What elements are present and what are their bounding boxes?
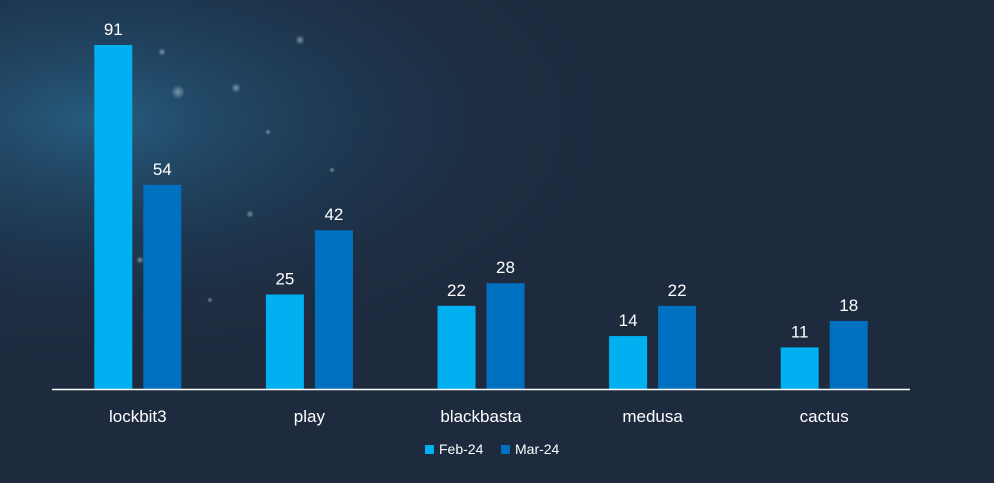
bar-lockbit3-Feb-24 bbox=[94, 45, 133, 389]
bar-cactus-Feb-24 bbox=[780, 347, 819, 389]
bar-lockbit3-Mar-24 bbox=[143, 184, 182, 389]
bar-medusa-Mar-24 bbox=[658, 305, 697, 389]
data-label: 22 bbox=[668, 281, 687, 300]
bar-cactus-Mar-24 bbox=[829, 320, 868, 389]
data-label: 42 bbox=[324, 205, 343, 224]
x-tick-label: medusa bbox=[622, 407, 683, 426]
legend-label: Mar-24 bbox=[515, 441, 560, 457]
bokeh-dot bbox=[136, 256, 144, 264]
x-tick-label: cactus bbox=[800, 407, 849, 426]
legend-swatch-Feb-24 bbox=[425, 445, 434, 454]
bokeh-dot bbox=[158, 48, 166, 56]
legend-label: Feb-24 bbox=[439, 441, 484, 457]
bar-play-Mar-24 bbox=[314, 230, 353, 389]
bar-blackbasta-Feb-24 bbox=[437, 305, 476, 389]
x-tick-label: lockbit3 bbox=[109, 407, 167, 426]
legend: Feb-24 Mar-24 bbox=[425, 441, 560, 457]
bar-play-Feb-24 bbox=[265, 294, 304, 389]
bar-medusa-Feb-24 bbox=[609, 336, 648, 389]
bokeh-dot bbox=[265, 129, 271, 135]
data-label: 54 bbox=[153, 160, 172, 179]
data-label: 22 bbox=[447, 281, 466, 300]
bar-blackbasta-Mar-24 bbox=[486, 283, 525, 389]
bokeh-dot bbox=[329, 167, 335, 173]
bokeh-dot bbox=[171, 85, 185, 99]
x-tick-label: play bbox=[294, 407, 326, 426]
bars bbox=[94, 45, 868, 389]
data-label: 14 bbox=[619, 311, 638, 330]
bokeh-dot bbox=[231, 83, 241, 93]
data-label: 25 bbox=[275, 269, 294, 288]
data-label: 91 bbox=[104, 20, 123, 39]
data-labels: 91 54 25 42 22 28 14 22 11 18 bbox=[104, 20, 858, 341]
data-label: 28 bbox=[496, 258, 515, 277]
x-axis-tick-labels: lockbit3 play blackbasta medusa cactus bbox=[109, 407, 849, 426]
background-bokeh bbox=[136, 35, 335, 303]
data-label: 18 bbox=[839, 296, 858, 315]
bokeh-dot bbox=[246, 210, 254, 218]
legend-swatch-Mar-24 bbox=[501, 445, 510, 454]
bokeh-dot bbox=[207, 297, 213, 303]
data-label: 11 bbox=[791, 322, 809, 341]
bokeh-dot bbox=[295, 35, 305, 45]
x-tick-label: blackbasta bbox=[440, 407, 522, 426]
